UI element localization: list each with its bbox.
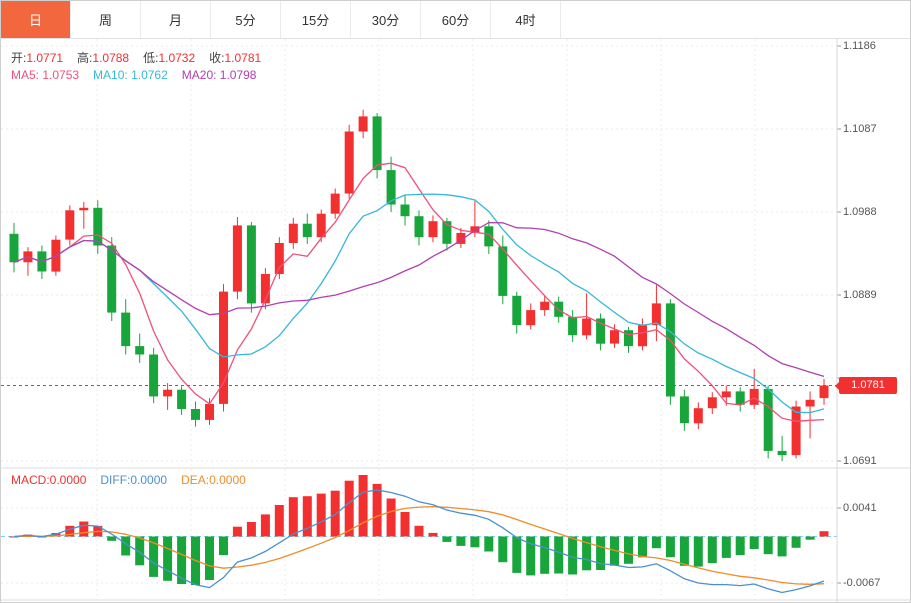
- dea-line: [13, 505, 825, 585]
- macd-layer: [1, 475, 837, 594]
- timeframe-toolbar: 日周月 5分 15分 30分 60分 4时: [1, 1, 910, 39]
- ma10-line: [13, 193, 825, 414]
- timeframe-tab-2[interactable]: 周: [71, 1, 141, 38]
- ma20-line: [13, 221, 825, 378]
- chart-canvas[interactable]: [1, 39, 910, 602]
- ma5-line: [13, 162, 825, 422]
- timeframe-tab-3[interactable]: 月: [141, 1, 211, 38]
- timeframe-tab-1[interactable]: 日: [1, 1, 71, 38]
- timeframe-tab-7[interactable]: 60分: [421, 1, 491, 38]
- timeframe-tab-4[interactable]: 5分: [211, 1, 281, 38]
- timeframe-tab-8[interactable]: 4时: [491, 1, 561, 38]
- timeframe-tab-6[interactable]: 30分: [351, 1, 421, 38]
- candles-layer: [9, 109, 829, 461]
- ma-lines-layer: [13, 162, 825, 422]
- diff-line: [13, 489, 825, 594]
- chart-area: 开:1.0771 高:1.0788 低:1.0732 收:1.0781 MA5: 1.…: [1, 39, 910, 602]
- timeframe-tab-5[interactable]: 15分: [281, 1, 351, 38]
